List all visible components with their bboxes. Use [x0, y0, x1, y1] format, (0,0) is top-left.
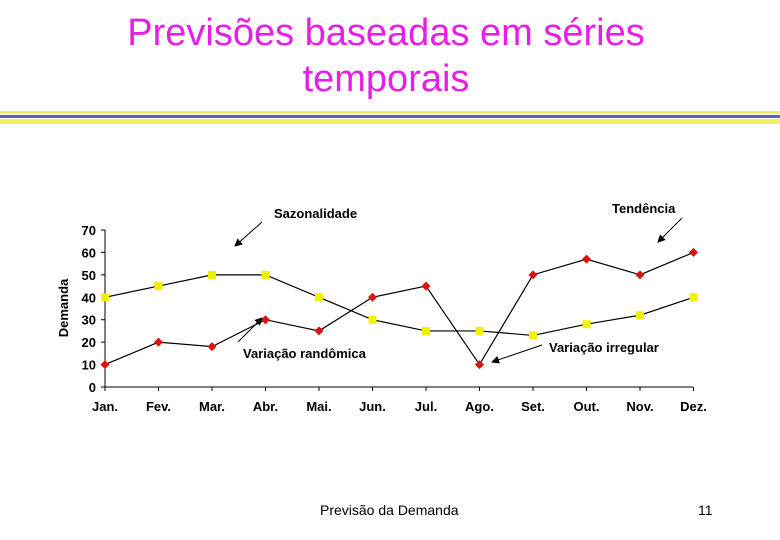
- x-tick-label: Ago.: [465, 399, 494, 414]
- y-tick-label: 10: [82, 358, 96, 373]
- series-2-point: [422, 326, 430, 335]
- series-line-1: [104, 251, 694, 366]
- x-tick-label: Set.: [521, 399, 545, 414]
- x-tick-label: Jun.: [359, 399, 386, 414]
- series-2-point: [475, 326, 484, 335]
- series-1-point: [421, 281, 431, 291]
- series-1-point: [314, 326, 324, 336]
- arrow-variacao-irregular: [491, 344, 543, 364]
- series-2-point: [208, 270, 216, 279]
- y-tick-label: 70: [82, 223, 96, 238]
- x-tick-label: Nov.: [626, 399, 653, 414]
- series-1-point: [261, 315, 270, 325]
- series-1-point: [100, 360, 110, 370]
- series-2-point: [101, 293, 109, 302]
- title-rule-top: [0, 111, 780, 114]
- arrow-tendencia: [657, 217, 683, 243]
- series-2-point: [529, 331, 537, 340]
- x-tick-label: Jan.: [92, 399, 118, 414]
- series-2-point: [636, 311, 644, 320]
- series-2-point: [582, 320, 591, 329]
- x-tick-label: Out.: [574, 399, 600, 414]
- series-1-point: [528, 270, 538, 280]
- series-2-point: [261, 270, 270, 279]
- series-1-point: [368, 292, 377, 302]
- series-1-point: [582, 254, 591, 264]
- y-axis-label: Demanda: [56, 278, 71, 337]
- x-tick-label: Mai.: [306, 399, 331, 414]
- annotation-tendencia: Tendência: [612, 201, 676, 216]
- slide-title: Previsões baseadas em séries temporais: [0, 10, 772, 102]
- arrow-variacao-randomica: [237, 317, 263, 343]
- series-2-point: [315, 293, 323, 302]
- series-2-point: [689, 293, 698, 302]
- title-rule-bottom: [0, 119, 780, 124]
- y-ticks: 0 10 20 30 40 50 60 70: [82, 223, 105, 395]
- x-tick-label: Mar.: [199, 399, 225, 414]
- page-number: 11: [698, 502, 713, 518]
- y-tick-label: 60: [82, 245, 96, 260]
- annotation-variacao-randomica: Variação randômica: [243, 346, 367, 361]
- x-tick-label: Fev.: [146, 399, 171, 414]
- series-1-point: [475, 360, 484, 370]
- slide-title-line1: Previsões baseadas em séries: [127, 12, 645, 54]
- annotation-sazonalidade: Sazonalidade: [274, 206, 357, 221]
- series-2-point: [154, 282, 163, 291]
- chart-axes: [104, 230, 693, 388]
- series-1-point: [689, 247, 698, 257]
- x-tick-label: Abr.: [253, 399, 278, 414]
- x-ticks: Jan. Fev. Mar. Abr. Mai. Jun. Jul. Ago. Set. Out.…: [92, 387, 707, 414]
- series-1-point: [154, 337, 163, 347]
- series-2-point: [368, 315, 377, 324]
- arrow-sazonalidade: [234, 221, 263, 247]
- chart-annotations: Sazonalidade Tendência Variação randômic…: [234, 201, 683, 364]
- y-tick-label: 20: [82, 335, 96, 350]
- annotation-variacao-irregular: Variação irregular: [549, 340, 659, 355]
- chart-series: [100, 247, 698, 370]
- series-1-point: [635, 270, 645, 280]
- slide-title-line2: temporais: [302, 58, 470, 100]
- y-tick-label: 40: [82, 290, 96, 305]
- y-tick-label: 30: [82, 313, 96, 328]
- y-tick-label: 0: [89, 380, 96, 395]
- x-tick-label: Jul.: [415, 399, 437, 414]
- series-1-point: [207, 342, 217, 352]
- x-tick-label: Dez.: [680, 399, 707, 414]
- title-rule-accent: [0, 115, 780, 118]
- y-tick-label: 50: [82, 268, 96, 283]
- series-line-2: [104, 274, 694, 337]
- footer-text: Previsão da Demanda: [320, 502, 459, 518]
